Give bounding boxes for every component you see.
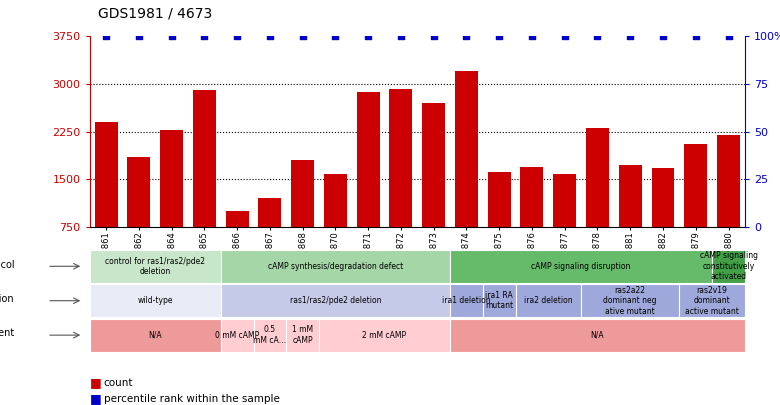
Text: ira1 deletion: ira1 deletion (442, 296, 491, 305)
Text: ira1 RA
mutant: ira1 RA mutant (485, 291, 513, 310)
Bar (553, 174, 576, 275)
Bar (679, 284, 745, 317)
Bar (324, 174, 347, 275)
Text: ras1/ras2/pde2 deletion: ras1/ras2/pde2 deletion (289, 296, 381, 305)
Bar (684, 144, 707, 275)
Text: N/A: N/A (148, 330, 162, 340)
Bar (90, 284, 221, 317)
Point (395, 33, 407, 40)
Bar (450, 319, 745, 352)
Bar (356, 92, 380, 275)
Text: cAMP synthesis/degradation defect: cAMP synthesis/degradation defect (268, 262, 403, 271)
Point (427, 33, 440, 40)
Point (722, 33, 735, 40)
Text: count: count (104, 378, 133, 388)
Point (460, 33, 473, 40)
Bar (291, 160, 314, 275)
Bar (160, 130, 183, 275)
Bar (221, 284, 450, 317)
Text: ira2 deletion: ira2 deletion (524, 296, 573, 305)
Text: 0.5
mM cA…: 0.5 mM cA… (254, 326, 286, 345)
Point (493, 33, 505, 40)
Text: ras2a22
dominant neg
ative mutant: ras2a22 dominant neg ative mutant (604, 286, 657, 315)
Text: GDS1981 / 4673: GDS1981 / 4673 (98, 6, 211, 20)
Bar (221, 319, 254, 352)
Bar (450, 284, 483, 317)
Bar (488, 172, 511, 275)
Point (264, 33, 276, 40)
Text: N/A: N/A (590, 330, 604, 340)
Text: cAMP signaling
constitutively
activated: cAMP signaling constitutively activated (700, 252, 757, 281)
Bar (221, 250, 450, 283)
Bar (483, 284, 516, 317)
Point (100, 33, 112, 40)
Point (558, 33, 571, 40)
Text: ■: ■ (90, 392, 101, 405)
Point (526, 33, 538, 40)
Bar (516, 284, 581, 317)
Text: ■: ■ (90, 376, 101, 389)
Bar (389, 89, 413, 275)
Text: 1 mM
cAMP: 1 mM cAMP (292, 326, 314, 345)
Bar (258, 198, 282, 275)
Bar (586, 128, 609, 275)
Point (231, 33, 243, 40)
Bar (286, 319, 319, 352)
Bar (581, 284, 679, 317)
Point (296, 33, 309, 40)
Point (624, 33, 636, 40)
Bar (90, 250, 221, 283)
Bar (717, 135, 740, 275)
Bar (712, 250, 745, 283)
Point (329, 33, 342, 40)
Text: cAMP signaling disruption: cAMP signaling disruption (531, 262, 631, 271)
Text: protocol: protocol (0, 260, 14, 270)
Text: genotype/variation: genotype/variation (0, 294, 14, 304)
Bar (127, 157, 151, 275)
Point (657, 33, 669, 40)
Bar (193, 90, 216, 275)
Bar (520, 166, 544, 275)
Text: percentile rank within the sample: percentile rank within the sample (104, 394, 279, 404)
Bar (319, 319, 450, 352)
Point (165, 33, 178, 40)
Bar (651, 168, 675, 275)
Point (591, 33, 604, 40)
Text: 2 mM cAMP: 2 mM cAMP (363, 330, 406, 340)
Point (362, 33, 374, 40)
Text: 0 mM cAMP: 0 mM cAMP (215, 330, 259, 340)
Point (690, 33, 702, 40)
Text: wild-type: wild-type (137, 296, 173, 305)
Bar (94, 122, 118, 275)
Bar (455, 71, 478, 275)
Bar (225, 211, 249, 275)
Bar (90, 319, 221, 352)
Text: agent: agent (0, 328, 14, 339)
Point (133, 33, 145, 40)
Bar (254, 319, 286, 352)
Bar (422, 103, 445, 275)
Text: control for ras1/ras2/pde2
deletion: control for ras1/ras2/pde2 deletion (105, 257, 205, 276)
Bar (619, 164, 642, 275)
Bar (450, 250, 712, 283)
Point (198, 33, 211, 40)
Text: ras2v19
dominant
active mutant: ras2v19 dominant active mutant (685, 286, 739, 315)
